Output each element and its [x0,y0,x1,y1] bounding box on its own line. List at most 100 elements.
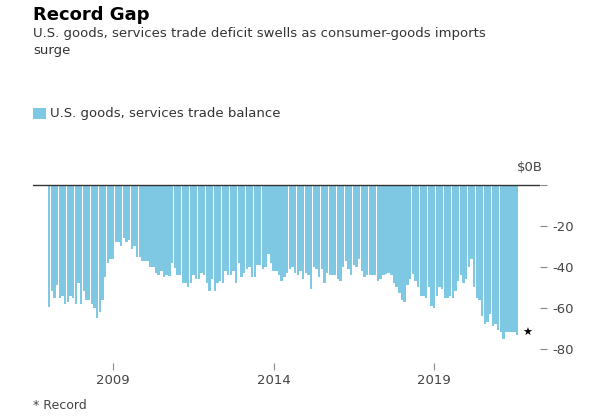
Bar [473,185,475,287]
Bar [217,185,219,283]
Bar [371,185,374,275]
Bar [438,185,440,287]
Bar [80,185,82,304]
Bar [347,185,350,269]
Bar [340,185,342,281]
Bar [125,185,128,242]
Bar [190,185,192,283]
Bar [176,185,179,275]
Bar [344,185,347,260]
Bar [133,185,136,246]
Bar [152,185,155,267]
Bar [291,185,293,267]
Bar [390,185,392,275]
Bar [379,185,382,279]
Bar [187,185,189,287]
Bar [516,185,518,335]
Bar [182,185,184,283]
Bar [323,185,326,283]
Bar [463,185,465,283]
Bar [77,185,80,283]
Bar [385,185,387,274]
Bar [48,185,50,307]
Bar [422,185,425,296]
Bar [502,185,505,339]
Bar [64,185,66,304]
Bar [120,185,122,246]
Text: U.S. goods, services trade balance: U.S. goods, services trade balance [50,107,280,120]
Bar [326,185,328,273]
Bar [272,185,275,271]
Bar [96,185,98,318]
Bar [283,185,286,277]
Bar [382,185,385,275]
Bar [179,185,181,275]
Bar [481,185,484,316]
Bar [377,185,379,281]
Bar [476,185,478,298]
Bar [128,185,130,240]
Bar [104,185,106,277]
Bar [221,185,224,283]
Text: U.S. goods, services trade deficit swells as consumer-goods imports
surge: U.S. goods, services trade deficit swell… [33,27,486,57]
Bar [364,185,366,277]
Bar [489,185,491,314]
Bar [302,185,304,279]
Bar [305,185,307,273]
Bar [197,185,200,279]
Bar [395,185,398,287]
Bar [296,185,299,275]
Bar [232,185,235,271]
Bar [401,185,403,299]
Bar [241,185,243,277]
Bar [131,185,133,249]
Bar [254,185,256,277]
Bar [101,185,104,299]
Bar [369,185,371,275]
Bar [50,185,53,291]
Bar [508,185,510,333]
Bar [224,185,227,271]
Bar [262,185,264,269]
Bar [337,185,339,279]
Bar [310,185,313,289]
Bar [452,185,454,298]
Bar [403,185,406,302]
Bar [460,185,462,275]
Bar [409,185,411,279]
Bar [286,185,288,273]
Bar [88,185,91,299]
Bar [433,185,436,308]
Bar [414,185,416,281]
Bar [275,185,278,271]
Bar [331,185,334,275]
Bar [235,185,238,283]
Bar [441,185,443,289]
Bar [173,185,176,268]
Bar [214,185,216,291]
Bar [53,185,56,298]
Bar [366,185,368,275]
Bar [428,185,430,287]
Bar [166,185,168,275]
Bar [484,185,486,324]
Bar [115,185,117,242]
Bar [374,185,376,275]
Bar [259,185,262,265]
Bar [139,185,141,257]
Bar [208,185,211,291]
Bar [149,185,152,267]
Bar [280,185,283,281]
Bar [136,185,139,257]
Bar [83,185,85,291]
Bar [118,185,120,242]
Bar [238,185,240,262]
Bar [355,185,358,267]
Bar [278,185,280,275]
Bar [171,185,173,262]
Bar [449,185,451,296]
Bar [157,185,160,275]
Bar [353,185,355,265]
Bar [320,185,323,269]
Bar [109,185,112,259]
